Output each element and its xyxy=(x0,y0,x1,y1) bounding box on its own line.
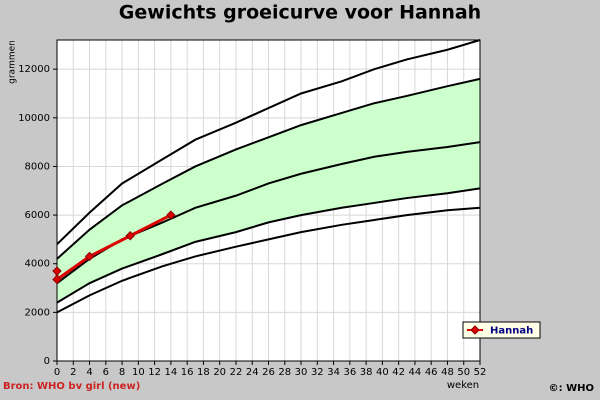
x-tick-label: 46 xyxy=(425,367,438,378)
x-tick-label: 40 xyxy=(376,367,389,378)
x-tick-label: 34 xyxy=(327,367,340,378)
chart-title: Gewichts groeicurve voor Hannah xyxy=(119,2,481,24)
copyright: ©: WHO xyxy=(549,383,594,394)
x-tick-label: 4 xyxy=(86,367,92,378)
curve xyxy=(56,206,481,314)
data-point xyxy=(84,251,95,262)
x-tick-label: 44 xyxy=(409,367,422,378)
curve xyxy=(56,187,481,304)
y-tick-label: 6000 xyxy=(25,210,50,221)
x-tick-label: 18 xyxy=(197,367,210,378)
y-tick-label: 10000 xyxy=(18,113,50,124)
x-tick-label: 24 xyxy=(246,367,259,378)
x-tick-label: 52 xyxy=(474,367,487,378)
data-point xyxy=(125,231,135,241)
x-tick-label: 16 xyxy=(181,367,194,378)
x-tick-label: 10 xyxy=(132,367,145,378)
curve xyxy=(56,39,481,245)
y-axis-label: grammen xyxy=(8,40,18,84)
x-tick-label: 28 xyxy=(278,367,291,378)
data-point xyxy=(166,210,176,220)
x-tick-label: 12 xyxy=(148,367,161,378)
curve xyxy=(56,77,481,260)
x-tick-label: 30 xyxy=(295,367,308,378)
x-tick-label: 2 xyxy=(70,367,76,378)
y-tick-label: 8000 xyxy=(25,161,50,172)
x-tick-label: 8 xyxy=(119,367,125,378)
x-tick-label: 20 xyxy=(213,367,226,378)
y-tick-label: 12000 xyxy=(18,64,50,75)
data-point xyxy=(52,274,62,285)
legend-marker xyxy=(470,325,480,335)
y-tick-label: 2000 xyxy=(25,307,50,318)
x-tick-label: 42 xyxy=(392,367,405,378)
x-tick-label: 0 xyxy=(54,367,60,378)
x-tick-label: 36 xyxy=(343,367,356,378)
x-tick-label: 22 xyxy=(230,367,243,378)
x-tick-label: 14 xyxy=(165,367,178,378)
source-note: Bron: WHO bv girl (new) xyxy=(3,381,140,392)
x-tick-label: 26 xyxy=(262,367,275,378)
x-axis-label: weken xyxy=(447,380,479,391)
x-tick-label: 32 xyxy=(311,367,324,378)
legend-box xyxy=(462,321,541,339)
y-tick-label: 0 xyxy=(44,356,50,367)
legend-label: Hannah xyxy=(490,326,533,337)
x-tick-label: 38 xyxy=(360,367,373,378)
x-tick-label: 48 xyxy=(441,367,454,378)
x-tick-label: 50 xyxy=(457,367,470,378)
band xyxy=(57,78,480,303)
y-tick-label: 4000 xyxy=(25,259,50,270)
x-tick-label: 6 xyxy=(103,367,109,378)
plot-frame xyxy=(56,39,481,362)
